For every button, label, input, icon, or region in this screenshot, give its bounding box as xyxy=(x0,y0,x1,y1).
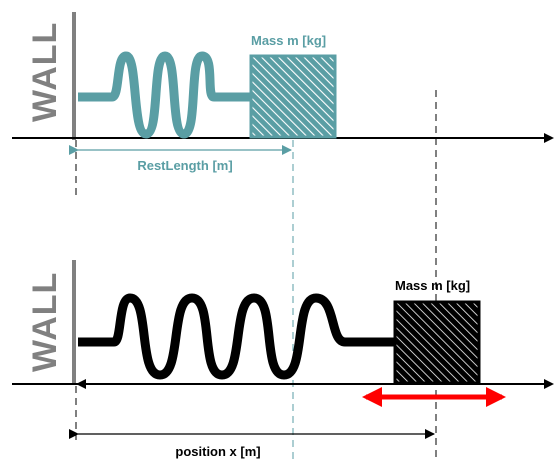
bottom-mass-block xyxy=(393,300,481,385)
top-panel: WALL Mass m [kg] RestLength [m] xyxy=(12,12,554,462)
top-spring xyxy=(78,51,250,139)
bottom-axis-arrowhead-right xyxy=(544,379,554,389)
top-mass-label: Mass m [kg] xyxy=(251,33,326,48)
bottom-panel: WALL Mass m [kg] position x [m] xyxy=(12,260,554,459)
motion-arrowhead-right xyxy=(486,387,506,407)
bottom-mass-label: Mass m [kg] xyxy=(395,278,470,293)
top-wall-label: WALL xyxy=(26,22,64,122)
bottom-axis-arrowhead-left xyxy=(76,379,86,389)
top-axis-arrowhead xyxy=(544,133,554,143)
bottom-spring xyxy=(78,293,394,380)
bottom-wall-label: WALL xyxy=(26,272,64,372)
position-label: position x [m] xyxy=(175,444,260,459)
rest-length-label: RestLength [m] xyxy=(137,158,232,173)
top-mass-block xyxy=(249,54,337,139)
motion-arrowhead-left xyxy=(362,387,382,407)
